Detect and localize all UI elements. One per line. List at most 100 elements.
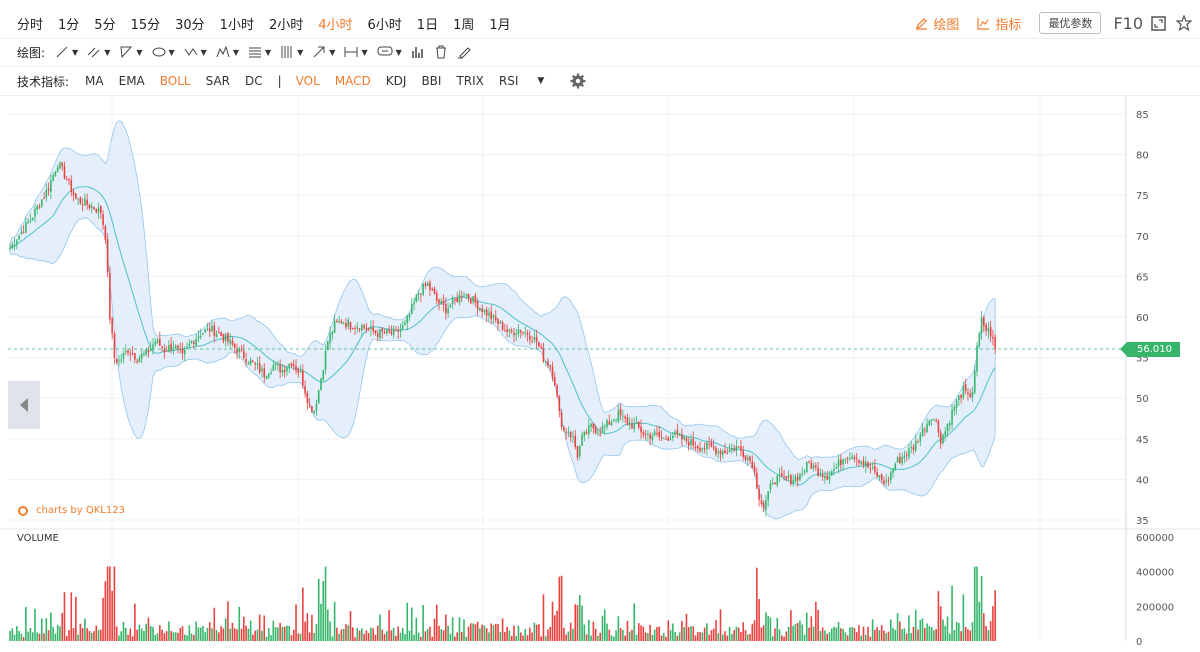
candle-body [560,412,563,428]
volume-bar [36,632,39,641]
indicator-sar[interactable]: SAR [205,74,230,88]
gann-tool[interactable]: ▼ [280,45,303,59]
settings-gear-icon[interactable] [570,73,586,89]
more-indicators-dropdown[interactable]: ▼ [537,76,545,86]
scroll-left-button[interactable] [8,381,40,429]
candle-body [356,327,359,329]
price-chart[interactable]: 85 80 75 70 65 60 55 50 45 40 35 600000 400000 20000… [0,96,1200,652]
volume-bar [983,613,985,641]
candle-body [962,385,965,398]
candle-body [610,421,613,426]
measure-tool[interactable]: ▼ [344,45,368,59]
candle-body [554,377,556,386]
indicator-bbi[interactable]: BBI [421,74,442,88]
candle-body [524,332,527,334]
annotation-tool[interactable]: ▼ [377,45,402,59]
candle-body [472,296,474,303]
candle-body [812,465,815,469]
delete-tool[interactable] [434,45,448,59]
timeframe-5[interactable]: 1小时 [219,17,254,33]
volume-bar [165,631,168,641]
indicator-kdj[interactable]: KDJ [385,74,407,88]
pattern-icon [216,45,230,58]
timeframe-7[interactable]: 4小时 [318,17,353,33]
candle-body [188,344,191,347]
timeframe-1[interactable]: 1分 [58,17,80,33]
candle-body [177,345,179,349]
candle-body [136,360,138,363]
volume-bar [356,628,359,641]
f10-button[interactable]: F10 [1113,13,1143,33]
ray-tool[interactable]: ▼ [87,45,110,59]
candle-body [231,340,234,345]
candle-body [585,432,588,434]
timeframe-2[interactable]: 5分 [94,17,116,33]
candle-body [740,446,742,452]
candle-body [801,473,804,475]
candle-body [159,338,161,346]
candle-body [156,340,159,343]
magnet-tool[interactable] [411,45,425,59]
draw-button[interactable]: 绘图 [915,14,959,33]
candle-body [973,370,976,393]
indicator-vol[interactable]: VOL [295,74,320,88]
candle-body [354,327,356,329]
candle-body [706,442,708,450]
candle-body [785,476,788,479]
volume-bar [869,636,872,641]
candle-body [824,476,826,479]
indicator-trix[interactable]: TRIX [456,74,484,88]
pattern-tool[interactable]: ▼ [216,45,239,59]
volume-bar [721,634,724,641]
timeframe-9[interactable]: 1日 [416,17,439,33]
candle-body [113,333,116,358]
candle-body [522,332,524,334]
volume-bar [415,617,418,641]
star-icon[interactable] [1176,15,1192,31]
ellipse-tool[interactable]: ▼ [152,45,175,59]
line-tool[interactable]: ▼ [55,45,78,59]
timeframe-3[interactable]: 15分 [130,17,161,33]
volume-bar [581,605,583,641]
optimal-params-button[interactable]: 最优参数 [1039,12,1102,34]
volume-bar [149,626,152,641]
fullscreen-icon[interactable] [1151,15,1166,31]
candle-body [243,350,245,358]
volume-bar [644,632,647,641]
candle-body [365,327,368,330]
volume-bar [762,625,765,641]
arrow-tool[interactable]: ▼ [312,45,335,59]
volume-bar [658,626,661,641]
volume-bar [826,633,828,641]
candle-body [172,347,175,349]
volume-bar [86,628,88,641]
indicator-boll[interactable]: BOLL [159,74,191,88]
timeframe-0[interactable]: 分时 [17,17,44,33]
candle-body [252,360,254,362]
timeframe-8[interactable]: 6小时 [367,17,402,33]
timeframe-11[interactable]: 1月 [489,17,511,33]
timeframe-10[interactable]: 1周 [453,17,475,33]
timeframe-6[interactable]: 2小时 [268,17,304,33]
timeframe-4[interactable]: 30分 [175,17,205,33]
candle-body [701,448,704,450]
volume-bar [138,624,141,641]
candle-body [95,208,98,213]
indicator-rsi[interactable]: RSI [498,74,519,88]
candle-body [454,299,456,301]
eraser-tool[interactable] [457,45,471,59]
volume-bar [880,625,883,641]
wave-tool[interactable]: ▼ [184,45,207,59]
indicator-macd[interactable]: MACD [334,74,371,88]
volume-bar [812,626,815,641]
volume-bar [109,566,111,641]
indicator-button[interactable]: 指标 [977,14,1021,33]
indicator-ma[interactable]: MA [85,74,104,88]
indicator-ema[interactable]: EMA [118,74,145,88]
fibonacci-tool[interactable]: ▼ [248,45,271,59]
candle-body [504,330,506,332]
indicator-dc[interactable]: DC [245,74,263,88]
triangle-tool[interactable]: ▼ [119,45,143,59]
volume-bar [451,617,454,641]
volume-bar [227,601,229,641]
